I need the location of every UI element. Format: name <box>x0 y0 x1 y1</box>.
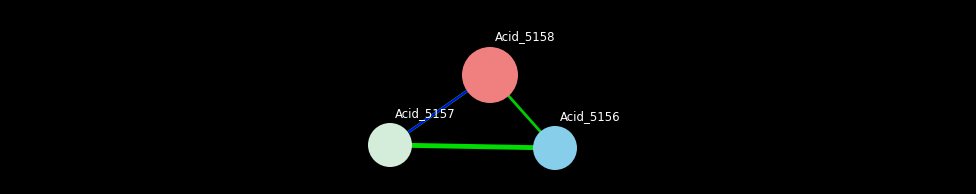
Circle shape <box>368 123 412 167</box>
Text: Acid_5157: Acid_5157 <box>395 107 456 120</box>
Circle shape <box>533 126 577 170</box>
Text: Acid_5156: Acid_5156 <box>560 110 621 123</box>
Circle shape <box>462 47 518 103</box>
Text: Acid_5158: Acid_5158 <box>495 30 555 43</box>
